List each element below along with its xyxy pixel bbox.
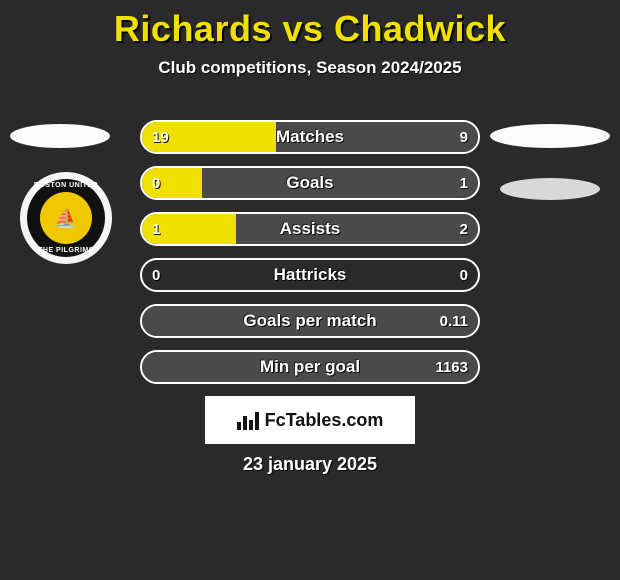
stat-row: 12Assists: [140, 212, 480, 246]
stat-row: 01Goals: [140, 166, 480, 200]
stat-row: 1163Min per goal: [140, 350, 480, 384]
stat-label: Assists: [142, 214, 478, 244]
boston-united-badge: BOSTON UNITED ⛵ THE PILGRIMS: [20, 172, 112, 264]
page-subtitle: Club competitions, Season 2024/2025: [0, 58, 620, 78]
stat-label: Matches: [142, 122, 478, 152]
stat-label: Min per goal: [142, 352, 478, 382]
bars-icon: [237, 410, 259, 430]
badge-ship-icon: ⛵: [40, 192, 92, 244]
fctables-label: FcTables.com: [265, 410, 384, 431]
stat-row: 00Hattricks: [140, 258, 480, 292]
stat-row: 0.11Goals per match: [140, 304, 480, 338]
stat-label: Goals per match: [142, 306, 478, 336]
badge-text-top: BOSTON UNITED: [27, 182, 105, 189]
fctables-footer[interactable]: FcTables.com: [205, 396, 415, 444]
stat-label: Goals: [142, 168, 478, 198]
stat-label: Hattricks: [142, 260, 478, 290]
right-team-ellipse-2: [500, 178, 600, 200]
right-team-ellipse: [490, 124, 610, 148]
date-label: 23 january 2025: [0, 454, 620, 475]
left-team-ellipse: [10, 124, 110, 148]
comparison-bars: 199Matches 01Goals 12Assists 00Hattricks 0.1…: [140, 120, 480, 396]
page-title: Richards vs Chadwick: [0, 0, 620, 50]
stat-row: 199Matches: [140, 120, 480, 154]
badge-text-bottom: THE PILGRIMS: [27, 247, 105, 254]
